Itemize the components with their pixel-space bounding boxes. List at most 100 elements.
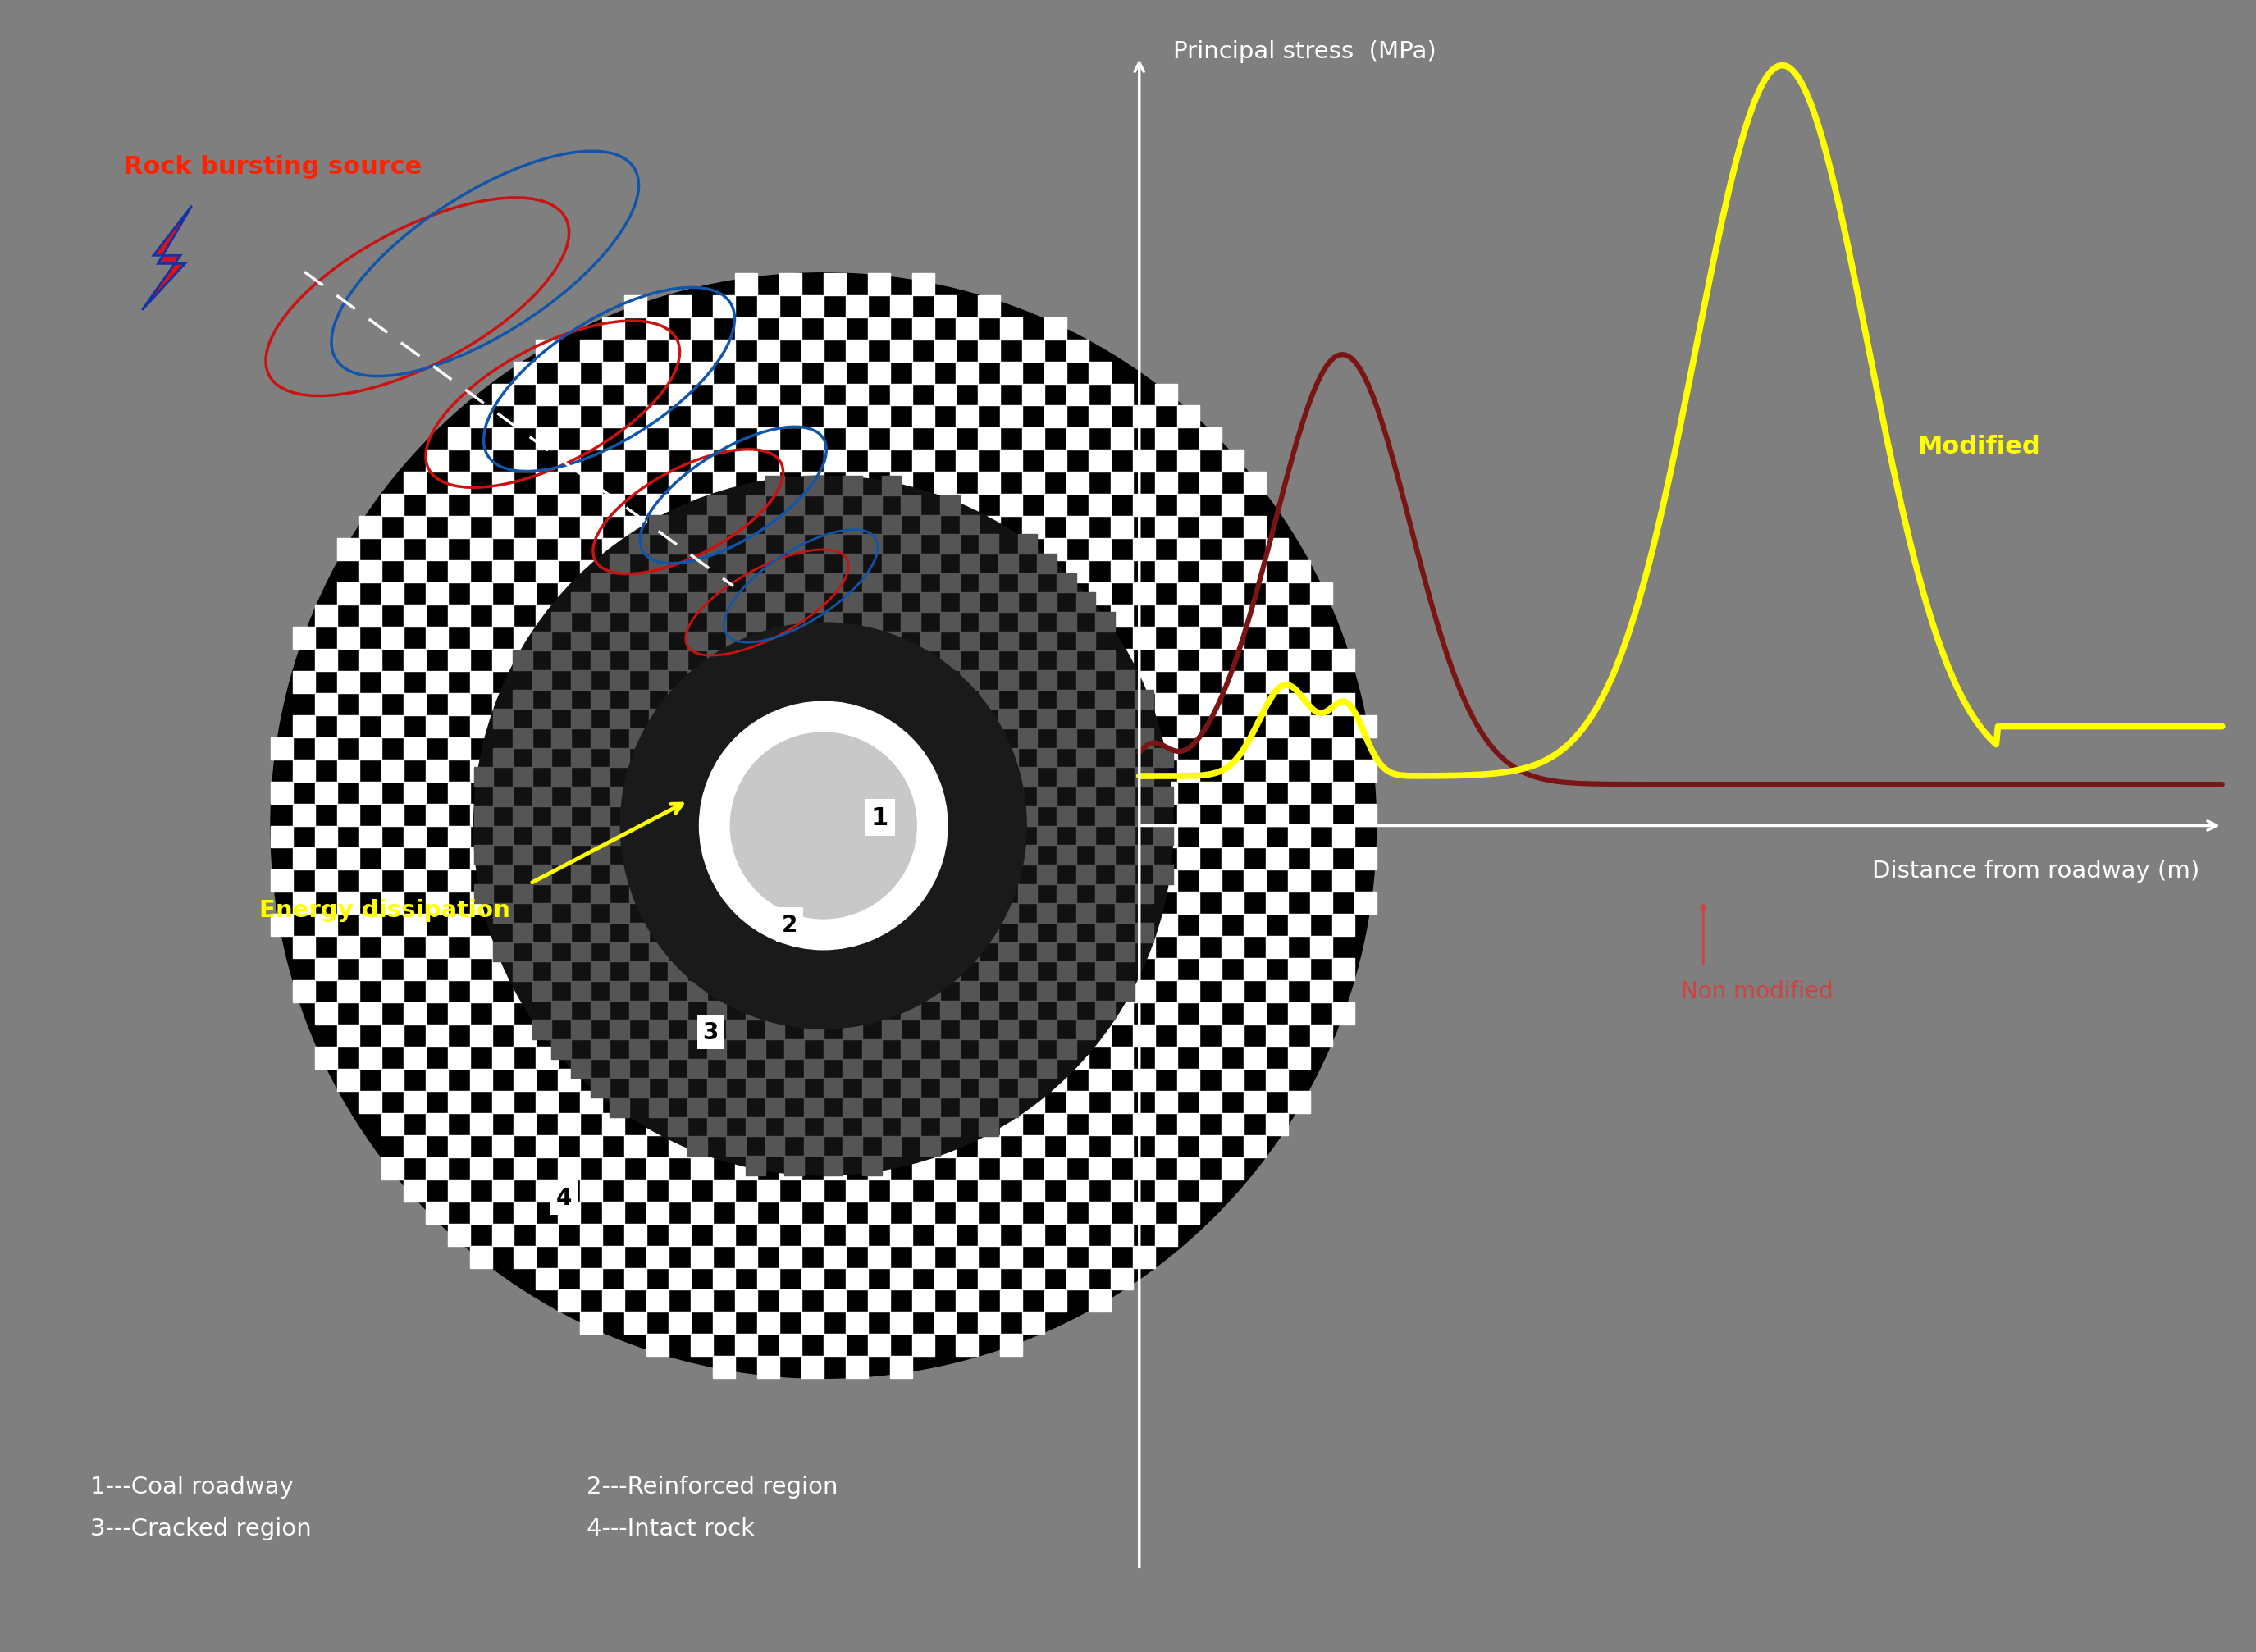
Bar — [550, 961, 571, 981]
Bar — [1022, 517, 1045, 539]
Bar — [713, 605, 735, 628]
Bar — [647, 715, 668, 738]
Bar — [492, 385, 514, 406]
Bar — [514, 583, 537, 605]
Bar — [1096, 884, 1114, 904]
Bar — [1067, 871, 1090, 892]
Bar — [1354, 847, 1376, 871]
Bar — [537, 1090, 557, 1113]
Bar — [1045, 583, 1067, 605]
Bar — [336, 937, 359, 958]
Bar — [726, 1137, 747, 1156]
Bar — [941, 1117, 959, 1137]
Bar — [336, 628, 359, 649]
Bar — [668, 806, 688, 826]
Bar — [920, 786, 941, 806]
Bar — [668, 1180, 690, 1201]
Bar — [920, 1021, 941, 1039]
Bar — [1056, 1039, 1076, 1059]
Bar — [997, 748, 1017, 768]
Bar — [1135, 691, 1153, 709]
Bar — [591, 884, 609, 904]
Bar — [629, 961, 647, 981]
Bar — [1056, 768, 1076, 786]
Bar — [957, 317, 979, 340]
Bar — [580, 1224, 602, 1246]
Bar — [550, 613, 571, 631]
Bar — [602, 805, 625, 826]
Bar — [979, 806, 997, 826]
Bar — [889, 1090, 911, 1113]
Bar — [1220, 671, 1243, 694]
Bar — [1090, 715, 1110, 738]
Bar — [900, 768, 920, 786]
Bar — [999, 362, 1022, 385]
Bar — [469, 847, 492, 871]
Bar — [1178, 1158, 1200, 1180]
Bar — [629, 1039, 647, 1059]
Bar — [1022, 871, 1045, 892]
Bar — [1056, 691, 1076, 709]
Bar — [359, 1090, 381, 1113]
Bar — [647, 539, 668, 562]
Bar — [514, 362, 537, 385]
Bar — [404, 914, 426, 937]
Bar — [557, 451, 580, 472]
Bar — [1076, 943, 1096, 961]
Bar — [688, 1137, 706, 1156]
Bar — [625, 694, 647, 715]
Bar — [823, 1001, 844, 1021]
Bar — [979, 914, 999, 937]
Bar — [747, 573, 765, 593]
Bar — [735, 715, 758, 738]
Bar — [625, 958, 647, 981]
Bar — [690, 805, 713, 826]
Bar — [706, 923, 726, 943]
Bar — [537, 1267, 557, 1290]
Bar — [1090, 937, 1110, 958]
Bar — [381, 892, 404, 914]
Bar — [920, 631, 941, 651]
Text: 2: 2 — [781, 914, 799, 937]
Bar — [957, 937, 979, 958]
Bar — [726, 786, 747, 806]
Bar — [668, 1312, 690, 1335]
Bar — [979, 651, 997, 671]
Bar — [580, 1135, 602, 1158]
Bar — [706, 806, 726, 826]
Bar — [1067, 1003, 1090, 1024]
Bar — [941, 846, 959, 866]
Bar — [688, 981, 706, 1001]
Bar — [532, 1021, 550, 1039]
Bar — [1155, 914, 1178, 937]
Bar — [959, 786, 979, 806]
Bar — [920, 671, 941, 691]
Bar — [647, 1335, 668, 1356]
Bar — [690, 892, 713, 914]
Bar — [758, 958, 778, 981]
Bar — [609, 593, 629, 613]
Bar — [959, 1059, 979, 1079]
Bar — [1045, 451, 1067, 472]
Bar — [844, 748, 862, 768]
Bar — [688, 515, 706, 535]
Bar — [404, 958, 426, 981]
Bar — [647, 1024, 668, 1047]
Bar — [1017, 613, 1038, 631]
Bar — [823, 494, 846, 517]
Bar — [512, 846, 532, 866]
Bar — [911, 1246, 934, 1267]
Bar — [537, 1135, 557, 1158]
Bar — [1110, 914, 1133, 937]
Bar — [934, 738, 957, 760]
Bar — [557, 1290, 580, 1312]
Bar — [999, 406, 1022, 428]
Bar — [469, 760, 492, 781]
Bar — [1110, 958, 1133, 981]
Bar — [647, 904, 668, 923]
Bar — [647, 451, 668, 472]
Bar — [957, 1290, 979, 1312]
Bar — [316, 826, 336, 847]
Bar — [900, 806, 920, 826]
Bar — [1045, 1113, 1067, 1135]
